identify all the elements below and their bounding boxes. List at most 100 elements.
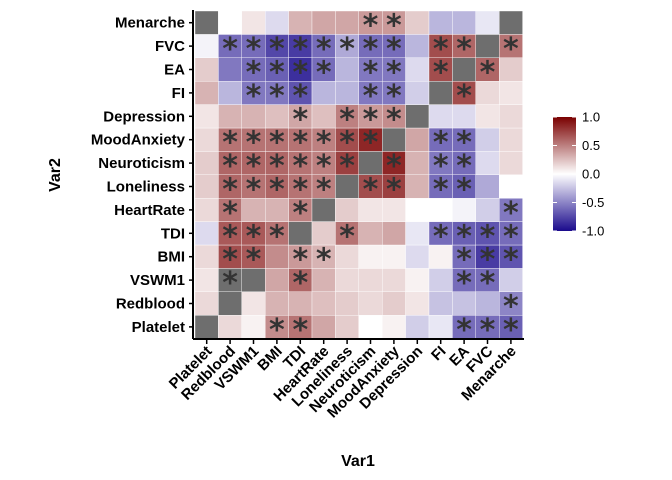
heatmap-cell-FVC-Menarche	[475, 10, 500, 35]
heatmap-cell-Platelet-TDI	[194, 221, 219, 246]
significance-marker: *	[292, 196, 308, 231]
heatmap-cell-Platelet-Menarche	[194, 10, 219, 35]
heatmap-cell-Redblood-Depression	[218, 104, 242, 129]
heatmap-cell-Depression-Redblood	[405, 291, 430, 316]
heatmap-cell-Platelet-FI	[194, 80, 219, 105]
significance-marker: *	[339, 126, 355, 161]
significance-marker: *	[246, 79, 262, 114]
heatmap-cell-HeartRate-TDI	[311, 221, 336, 246]
heatmap-cell-MoodAnxiety-Platelet	[382, 315, 406, 339]
significance-marker: *	[316, 173, 332, 208]
heatmap-cell-FI-Platelet	[428, 315, 453, 339]
heatmap-cell-Depression-VSWM1	[405, 268, 430, 292]
significance-marker: *	[292, 126, 308, 161]
heatmap-cell-Platelet-VSWM1	[194, 268, 219, 292]
significance-marker: *	[386, 173, 402, 208]
heatmap-cell-FI-VSWM1	[428, 268, 453, 292]
heatmap-cell-Depression-Platelet	[405, 315, 430, 339]
heatmap-cell-Platelet-Loneliness	[194, 174, 219, 199]
heatmap-cell-Depression-EA	[405, 57, 430, 82]
heatmap-cell-Platelet-Depression	[194, 104, 219, 129]
significance-marker: *	[433, 126, 449, 161]
heatmap-cell-FVC-MoodAnxiety	[475, 127, 500, 152]
significance-marker: *	[246, 219, 262, 254]
significance-marker: *	[222, 266, 238, 301]
heatmap-cell-Neuroticism-TDI	[358, 221, 383, 246]
x-tick-label-FI: FI	[428, 343, 449, 364]
legend-tick-label: 1.0	[582, 110, 600, 125]
heatmap-cell-Platelet-BMI	[194, 244, 219, 269]
heatmap-cell-VSWM1-Redblood	[241, 291, 266, 316]
heatmap-cell-Platelet-Redblood	[194, 291, 219, 316]
significance-marker: *	[480, 56, 496, 91]
significance-marker: *	[292, 56, 308, 91]
significance-marker: *	[363, 102, 379, 137]
heatmap-cell-VSWM1-Menarche	[241, 10, 266, 35]
heatmap-cell-Neuroticism-BMI	[358, 244, 383, 269]
significance-marker: *	[503, 32, 519, 67]
significance-marker: *	[222, 219, 238, 254]
significance-marker: *	[433, 219, 449, 254]
heatmap-cell-FVC-HeartRate	[475, 197, 500, 222]
significance-marker: *	[433, 32, 449, 67]
legend-tick-label: 0.5	[582, 138, 600, 153]
significance-marker: *	[433, 149, 449, 184]
heatmap-cell-Menarche-MoodAnxiety	[499, 127, 523, 152]
legend-tick-label: -1.0	[582, 224, 604, 239]
significance-marker: *	[316, 56, 332, 91]
y-axis-title: Var2	[47, 158, 64, 192]
heatmap-cell-Platelet-FVC	[194, 34, 219, 59]
heatmap-cell-Menarche-FI	[499, 80, 523, 105]
heatmap-cell-FVC-Neuroticism	[475, 151, 500, 175]
significance-marker: *	[316, 126, 332, 161]
color-legend: 1.0 0.5 0.0 -0.5 -1.0	[553, 110, 604, 239]
y-tick-label-VSWM1: VSWM1	[130, 272, 185, 289]
heatmap-cell-HeartRate-Redblood	[311, 291, 336, 316]
heatmap-cell-BMI-Redblood	[265, 291, 289, 316]
significance-marker: *	[456, 266, 472, 301]
significance-marker: *	[386, 9, 402, 44]
significance-marker: *	[363, 79, 379, 114]
significance-marker: *	[292, 79, 308, 114]
heatmap-cell-Platelet-EA	[194, 57, 219, 82]
heatmap-cell-FVC-FVC	[475, 34, 500, 59]
significance-marker: *	[363, 173, 379, 208]
significance-marker: *	[222, 126, 238, 161]
significance-marker: *	[433, 173, 449, 208]
significance-marker: *	[339, 149, 355, 184]
heatmap-cell-BMI-Menarche	[265, 10, 289, 35]
heatmap-cell-Depression-BMI	[405, 244, 430, 269]
legend-colorbar	[553, 117, 576, 231]
significance-marker: *	[386, 102, 402, 137]
heatmap-cell-Depression-Menarche	[405, 10, 430, 35]
significance-marker: *	[292, 32, 308, 67]
significance-marker: *	[339, 102, 355, 137]
x-tick-labels: PlateletRedbloodVSWM1BMITDIHeartRateLone…	[166, 339, 520, 421]
significance-marker: *	[269, 56, 285, 91]
significance-marker: *	[222, 149, 238, 184]
significance-marker: *	[246, 173, 262, 208]
heatmap-cell-Loneliness-Menarche	[335, 10, 359, 35]
heatmap-cell-Redblood-Platelet	[218, 315, 242, 339]
y-tick-label-HeartRate: HeartRate	[114, 202, 185, 219]
y-tick-label-Menarche: Menarche	[115, 15, 185, 32]
significance-marker: *	[386, 32, 402, 67]
significance-marker: *	[503, 243, 519, 278]
significance-marker: *	[269, 149, 285, 184]
significance-marker: *	[456, 219, 472, 254]
heatmap-cell-Menarche-Neuroticism	[499, 151, 523, 175]
significance-marker: *	[246, 149, 262, 184]
y-tick-label-FI: FI	[172, 85, 185, 102]
heatmap-cell-Depression-HeartRate	[405, 197, 430, 222]
heatmap-cell-FI-Menarche	[428, 10, 453, 35]
heatmap-cell-Depression-Neuroticism	[405, 151, 430, 175]
y-tick-labels: Platelet Redblood VSWM1 BMI TDI HeartRate Lone…	[91, 15, 193, 336]
significance-marker: *	[503, 196, 519, 231]
heatmap-cell-Depression-Loneliness	[405, 174, 430, 199]
y-tick-label-BMI: BMI	[158, 249, 186, 266]
heatmap-cell-Depression-FI	[405, 80, 430, 105]
heatmap-cell-Menarche-Loneliness	[499, 174, 523, 199]
heatmap-cell-Loneliness-FI	[335, 80, 359, 105]
heatmap-cell-MoodAnxiety-VSWM1	[382, 268, 406, 292]
heatmap-cell-FVC-Depression	[475, 104, 500, 129]
